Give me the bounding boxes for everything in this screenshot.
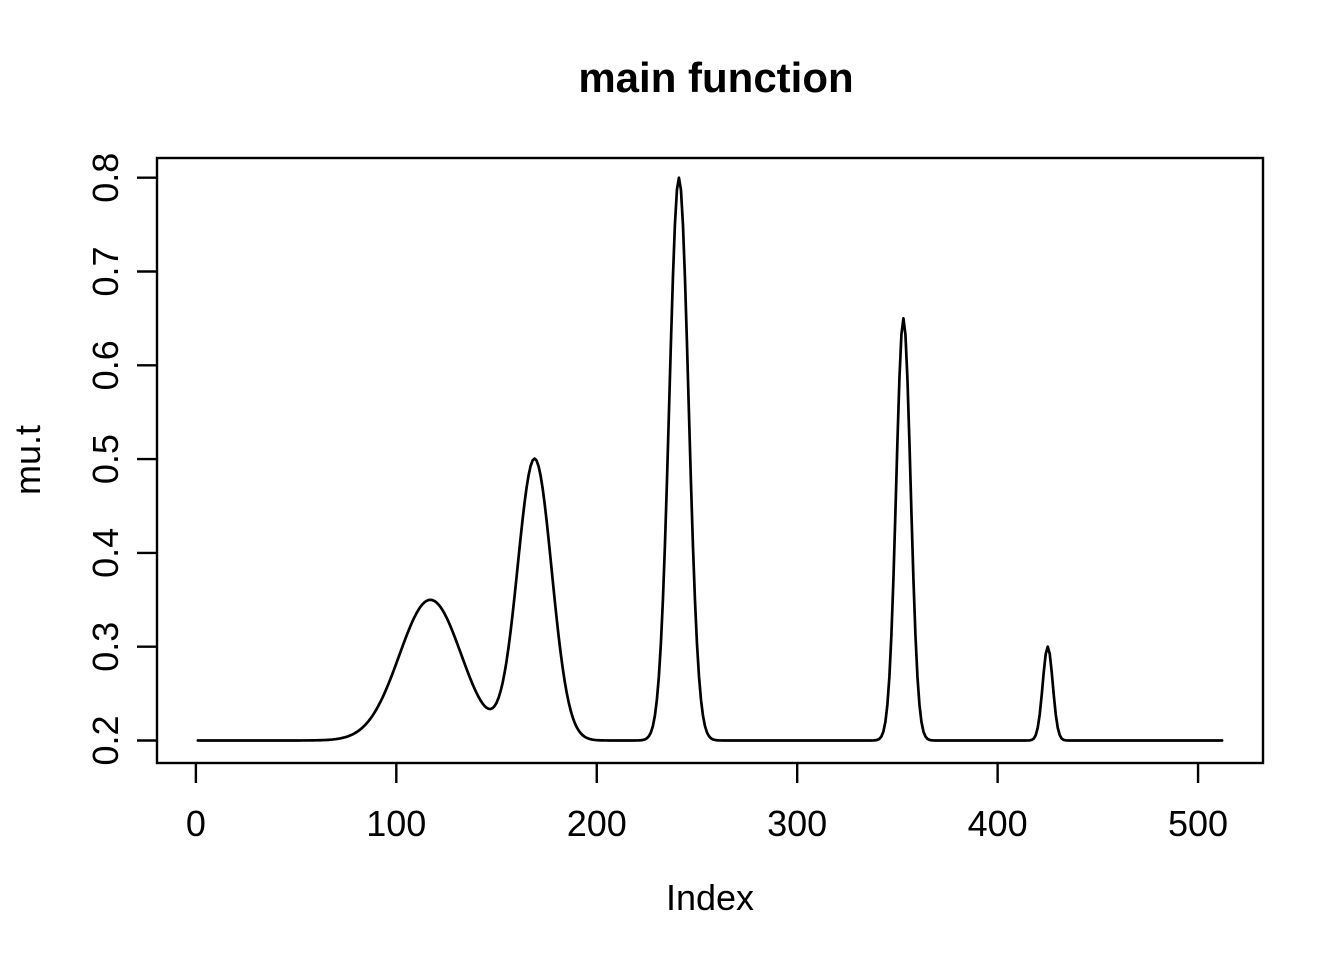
plot-title: main function <box>578 54 853 101</box>
x-tick-label: 100 <box>366 803 426 844</box>
x-tick-label: 500 <box>1168 803 1228 844</box>
y-tick-label: 0.8 <box>85 153 126 203</box>
y-tick-label: 0.4 <box>85 528 126 578</box>
y-tick-label: 0.6 <box>85 340 126 390</box>
y-axis-ticks: 0.2 0.3 0.4 0.5 0.6 0.7 0.8 <box>85 153 157 766</box>
x-tick-label: 300 <box>767 803 827 844</box>
curve-mu-t <box>196 176 1224 742</box>
x-axis-label: Index <box>666 877 754 918</box>
y-axis-label: mu.t <box>7 425 48 495</box>
x-axis-ticks: 0 100 200 300 400 500 <box>186 763 1228 844</box>
y-tick-label: 0.5 <box>85 434 126 484</box>
y-tick-label: 0.3 <box>85 622 126 672</box>
plot-box <box>155 156 1265 765</box>
y-tick-label: 0.2 <box>85 715 126 765</box>
x-tick-label: 400 <box>968 803 1028 844</box>
x-tick-label: 0 <box>186 803 206 844</box>
x-tick-label: 200 <box>567 803 627 844</box>
y-tick-label: 0.7 <box>85 246 126 296</box>
